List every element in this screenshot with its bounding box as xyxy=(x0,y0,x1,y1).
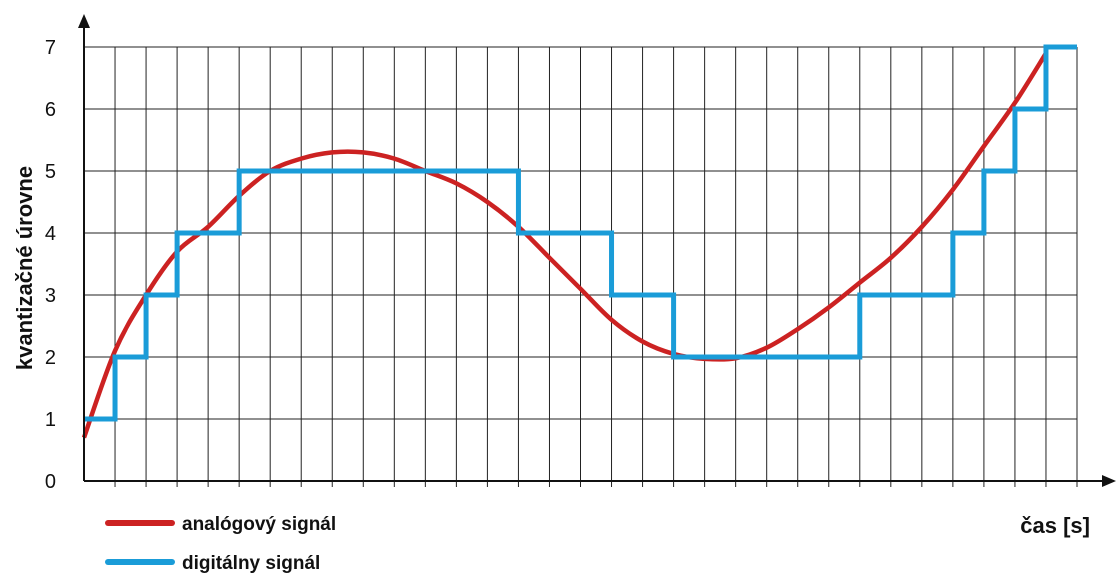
y-tick-label: 6 xyxy=(45,99,56,121)
legend-label-analog: analógový signál xyxy=(182,514,336,535)
y-tick-label: 4 xyxy=(45,223,56,245)
y-tick-label: 0 xyxy=(45,471,56,493)
y-tick-labels: 0 1 2 3 4 5 6 7 xyxy=(45,37,56,493)
x-axis-arrow xyxy=(1102,475,1116,487)
legend: analógový signál digitálny signál xyxy=(105,514,336,574)
series-line-digital xyxy=(84,44,1077,422)
y-tick-label: 3 xyxy=(45,285,56,307)
y-tick-label: 1 xyxy=(45,409,56,431)
legend-label-digital: digitálny signál xyxy=(182,553,320,574)
y-axis-label: kvantizačné úrovne xyxy=(12,166,37,370)
series-line-analog xyxy=(81,52,1048,439)
grid xyxy=(84,46,1078,487)
series-group xyxy=(81,44,1077,439)
axes xyxy=(78,14,1116,487)
y-tick-label: 5 xyxy=(45,161,56,183)
y-tick-label: 2 xyxy=(45,347,56,369)
x-axis-label: čas [s] xyxy=(1020,513,1090,538)
y-axis-arrow xyxy=(78,14,90,28)
y-tick-label: 7 xyxy=(45,37,56,59)
